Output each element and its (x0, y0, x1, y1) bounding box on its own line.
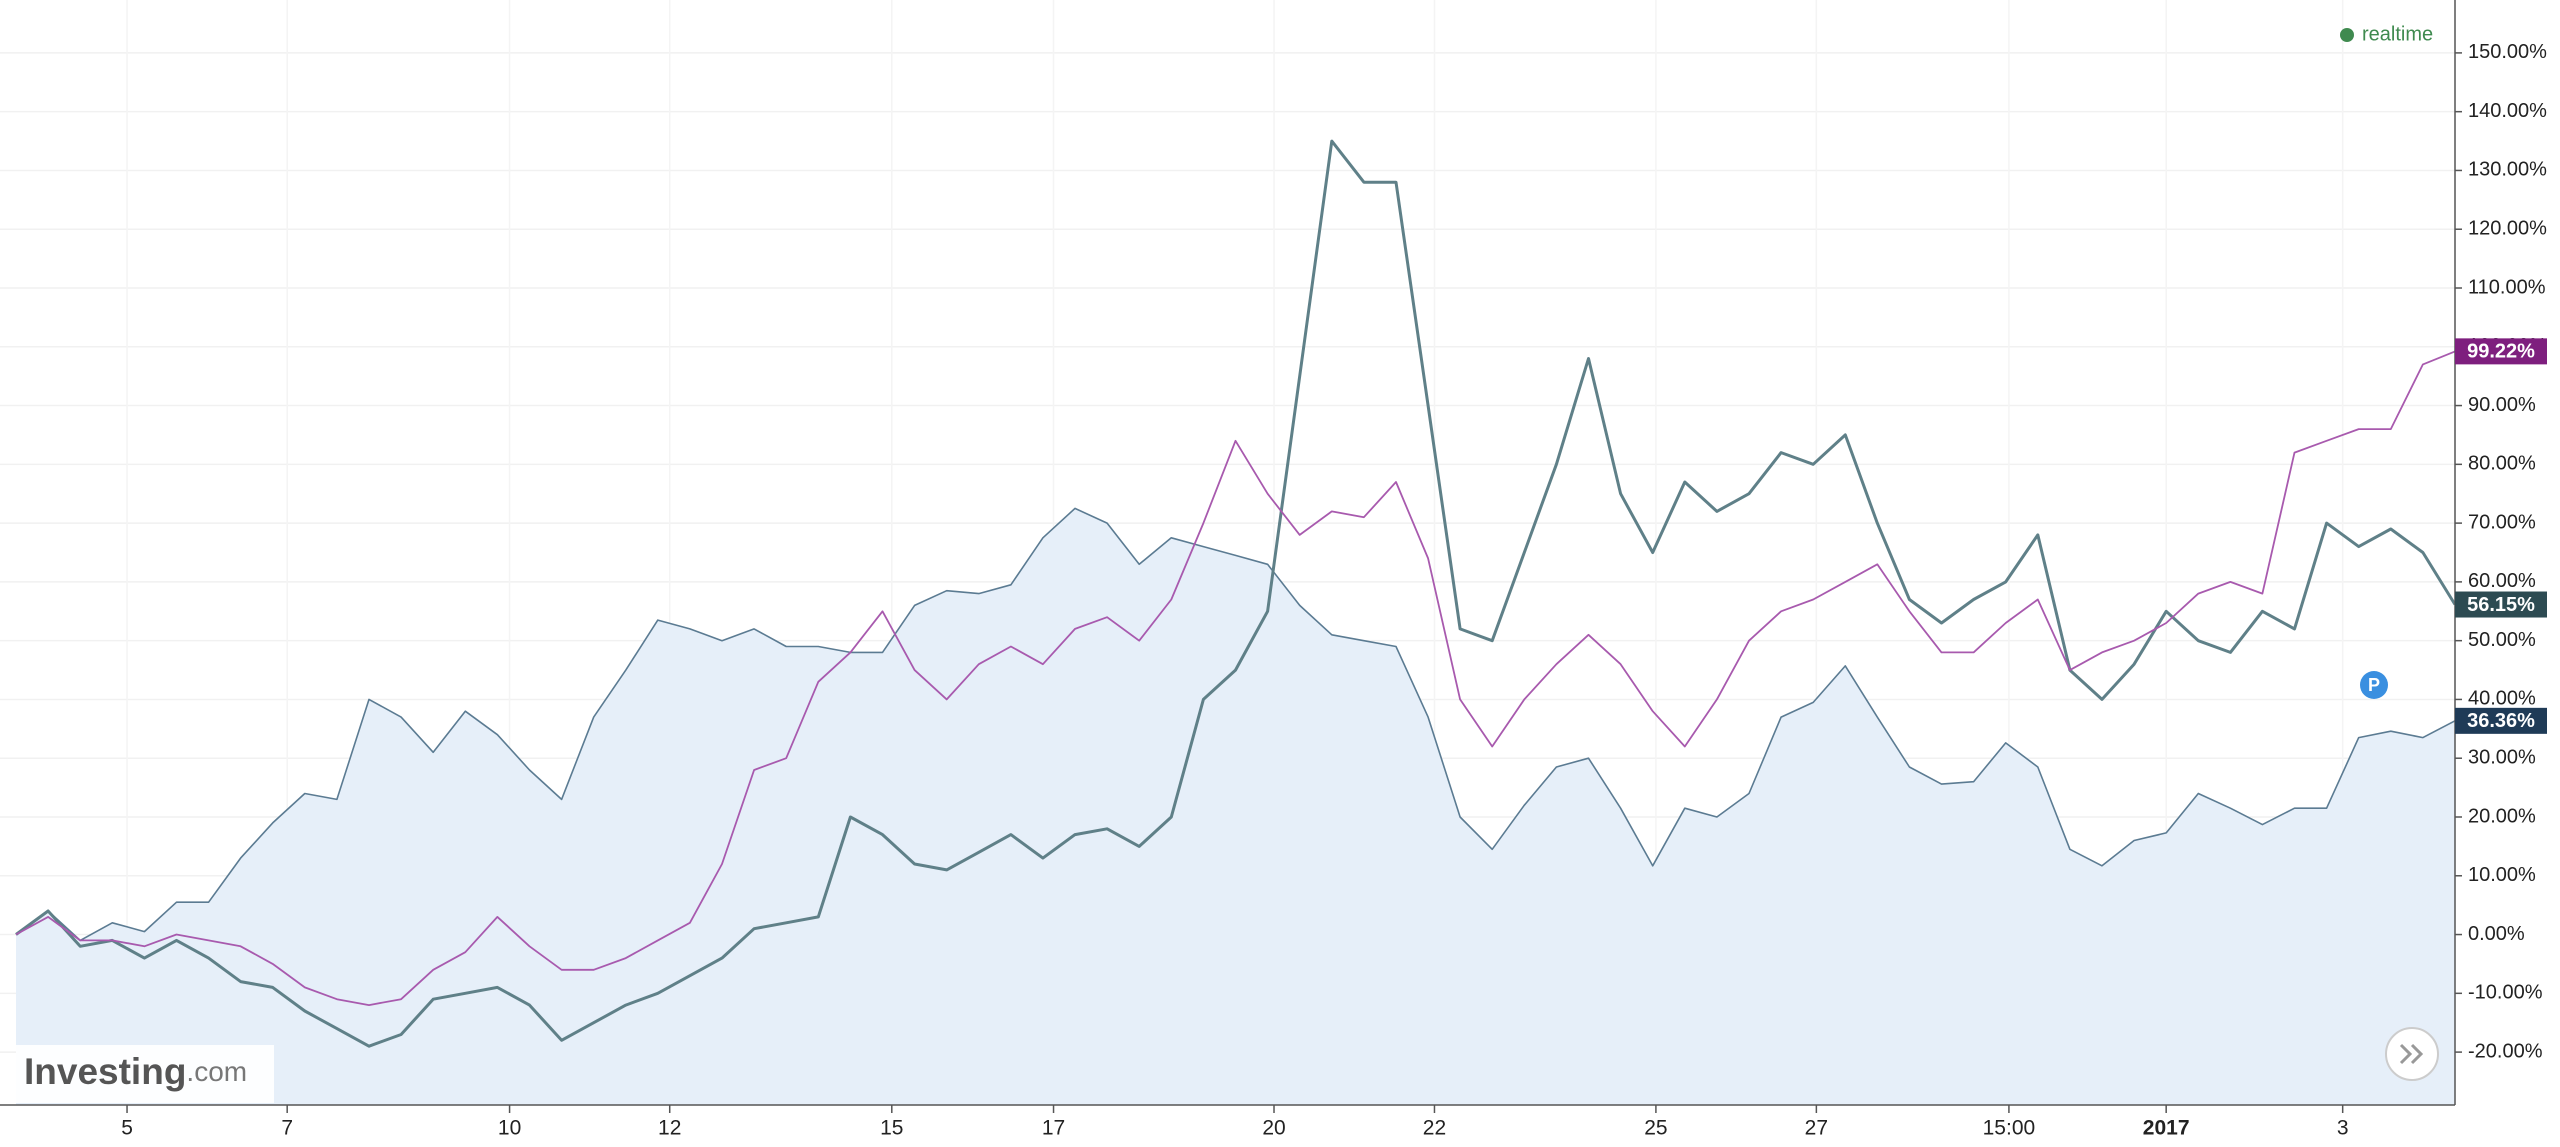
x-tick-label: 15 (880, 1117, 903, 1140)
y-tick-label: 80.00% (2468, 453, 2536, 475)
value-label-bg (2455, 707, 2547, 734)
y-tick-label: 140.00% (2468, 100, 2547, 122)
logo-suffix: .com (186, 1056, 247, 1087)
x-tick-label: 25 (1644, 1117, 1667, 1140)
x-tick-label: 20 (1262, 1117, 1285, 1140)
x-tick-label: 15:00 (1983, 1117, 2036, 1140)
y-tick-label: 130.00% (2468, 159, 2547, 181)
line (15, 350, 2456, 1006)
y-tick-label: 10.00% (2468, 864, 2536, 886)
y-tick-label: 110.00% (2468, 276, 2546, 298)
x-tick-label: 5 (121, 1117, 133, 1140)
x-tick-label: 17 (1042, 1117, 1065, 1140)
badge-text: P (2368, 675, 2380, 695)
x-tick-label: 12 (658, 1117, 681, 1140)
x-tick-label: 22 (1423, 1117, 1446, 1140)
value-label: 56.15% (2467, 594, 2535, 616)
status-text: realtime (2362, 23, 2433, 45)
y-tick-label: -20.00% (2468, 1040, 2543, 1062)
y-tick-label: 50.00% (2468, 629, 2536, 651)
value-label-bg (2455, 591, 2547, 618)
brand-logo[interactable]: Investing.com (16, 1045, 274, 1103)
x-tick-label: 3 (2337, 1117, 2349, 1140)
line (15, 139, 2457, 1048)
y-tick-label: 20.00% (2468, 805, 2536, 827)
value-label: 36.36% (2467, 710, 2535, 732)
value-label: 99.22% (2467, 341, 2535, 363)
x-tick-label: 7 (281, 1117, 293, 1140)
logo-bg (16, 1045, 274, 1103)
line (15, 507, 2456, 942)
value-label-bg (2455, 338, 2547, 365)
logo-text: Investing.com (24, 1051, 247, 1092)
axes: -20.00% -10.00% 0.00% 10.00% 20.00% 30.00% 40.… (121, 41, 2547, 1139)
y-tick-label: 30.00% (2468, 746, 2536, 768)
y-tick-label: 150.00% (2468, 41, 2547, 63)
scroll-icon (2399, 1043, 2424, 1065)
x-tick-label: 10 (498, 1117, 521, 1140)
area (16, 508, 2455, 1105)
badge-circle (2360, 671, 2388, 699)
y-tick-label: -10.00% (2468, 982, 2543, 1004)
badge[interactable]: P (2360, 671, 2388, 699)
x-tick-label: 27 (1805, 1117, 1828, 1140)
y-tick-label: 120.00% (2468, 218, 2547, 240)
logo-name: Investing (24, 1051, 186, 1092)
y-tick-label: 40.00% (2468, 688, 2536, 710)
y-tick-label: 90.00% (2468, 394, 2536, 416)
status-dot (2340, 28, 2354, 42)
scroll-button[interactable] (2385, 1027, 2439, 1081)
y-tick-label: 60.00% (2468, 570, 2536, 592)
y-tick-label: 70.00% (2468, 511, 2536, 533)
x-tick-label: 2017 (2143, 1117, 2190, 1140)
y-tick-label: 0.00% (2468, 923, 2525, 945)
plot (15, 139, 2457, 1105)
